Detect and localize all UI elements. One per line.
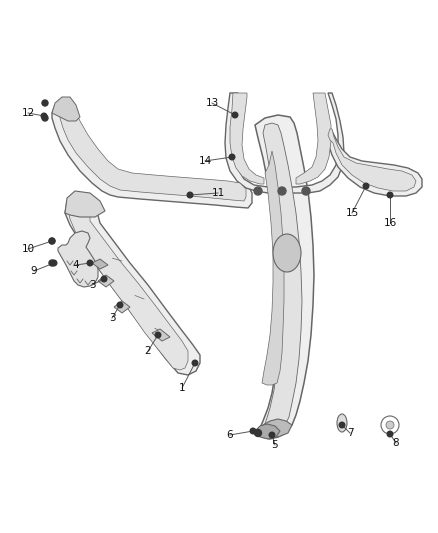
Polygon shape (60, 105, 246, 201)
Polygon shape (114, 301, 130, 313)
Circle shape (278, 187, 286, 195)
Circle shape (41, 113, 47, 119)
Text: 3: 3 (109, 313, 115, 323)
Text: 9: 9 (31, 266, 37, 276)
Circle shape (155, 332, 161, 338)
Circle shape (363, 183, 369, 189)
Circle shape (49, 260, 55, 266)
Text: 11: 11 (212, 188, 225, 198)
Text: 10: 10 (21, 244, 35, 254)
Circle shape (302, 187, 310, 195)
Circle shape (51, 260, 57, 266)
Text: 1: 1 (179, 383, 185, 393)
Polygon shape (255, 424, 280, 439)
Polygon shape (225, 93, 344, 193)
Circle shape (254, 430, 261, 437)
Text: 7: 7 (347, 428, 353, 438)
Circle shape (42, 100, 48, 106)
Circle shape (232, 112, 238, 118)
Circle shape (250, 428, 256, 434)
Circle shape (87, 260, 93, 266)
Text: 13: 13 (205, 98, 219, 108)
Text: 4: 4 (73, 260, 79, 270)
Polygon shape (52, 101, 252, 208)
Circle shape (386, 421, 394, 429)
Polygon shape (68, 201, 188, 370)
Polygon shape (255, 115, 314, 439)
Circle shape (269, 432, 275, 438)
Polygon shape (92, 259, 108, 269)
Polygon shape (328, 129, 416, 191)
Polygon shape (98, 275, 114, 287)
Ellipse shape (337, 414, 347, 432)
Circle shape (49, 238, 55, 244)
Polygon shape (65, 195, 200, 375)
Polygon shape (152, 329, 170, 341)
Polygon shape (322, 125, 422, 196)
Circle shape (254, 187, 262, 195)
Text: 5: 5 (272, 440, 278, 450)
Text: 16: 16 (383, 218, 397, 228)
Circle shape (339, 422, 345, 428)
Circle shape (192, 360, 198, 366)
Text: 12: 12 (21, 108, 35, 118)
Circle shape (42, 115, 48, 121)
Polygon shape (58, 231, 98, 287)
Polygon shape (65, 191, 105, 217)
Circle shape (387, 431, 393, 437)
Ellipse shape (273, 234, 301, 272)
Polygon shape (263, 123, 302, 433)
Circle shape (117, 302, 123, 308)
Text: 14: 14 (198, 156, 212, 166)
Circle shape (49, 238, 55, 244)
Text: 6: 6 (227, 430, 233, 440)
Polygon shape (230, 93, 264, 184)
Circle shape (381, 416, 399, 434)
Circle shape (187, 192, 193, 198)
Polygon shape (52, 97, 80, 121)
Circle shape (229, 154, 235, 160)
Polygon shape (263, 419, 292, 437)
Circle shape (387, 192, 393, 198)
Text: 3: 3 (88, 280, 95, 290)
Circle shape (101, 276, 107, 282)
Text: 8: 8 (393, 438, 399, 448)
Polygon shape (262, 151, 284, 385)
Text: 2: 2 (145, 346, 151, 356)
Text: 15: 15 (346, 208, 359, 218)
Polygon shape (296, 93, 331, 184)
